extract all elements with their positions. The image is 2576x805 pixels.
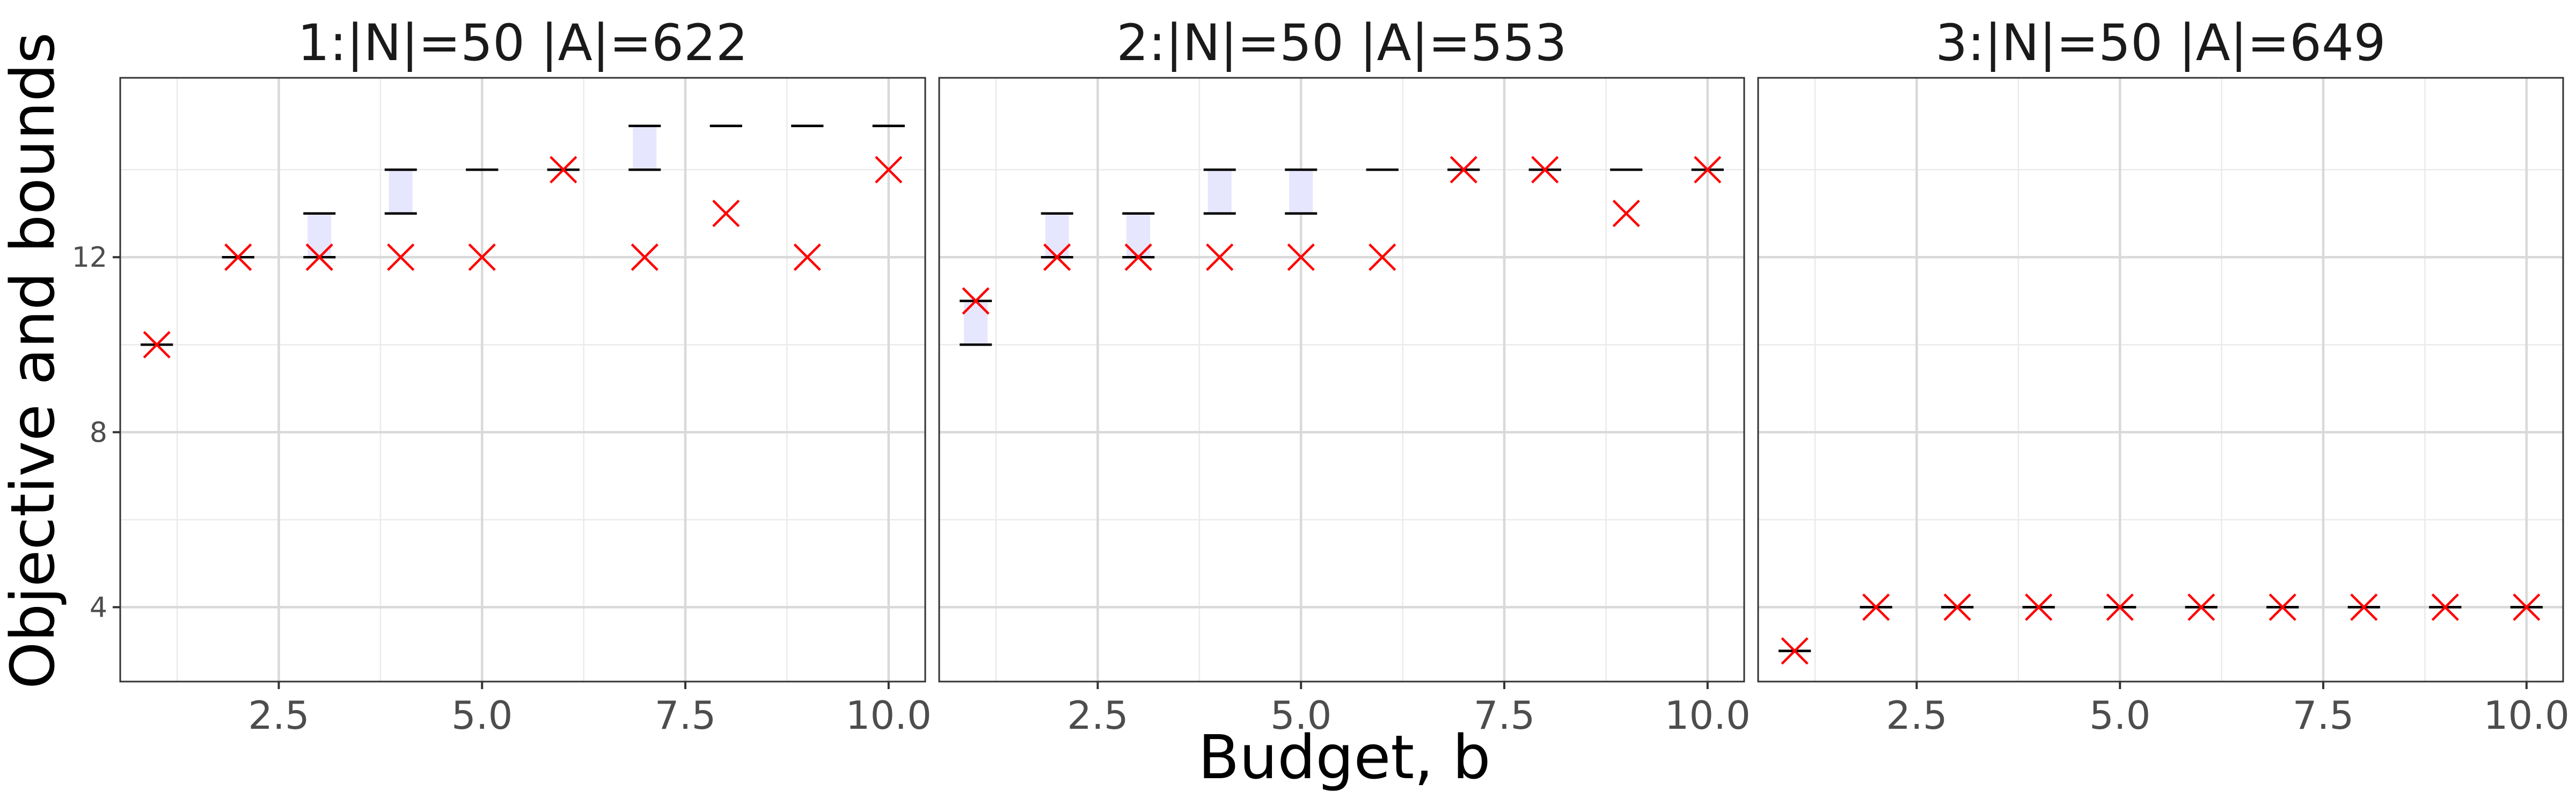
objective-point — [793, 243, 821, 271]
objective-point — [2350, 593, 2378, 621]
x-axis-title: Budget, b — [1198, 723, 1490, 793]
objective-point — [468, 243, 496, 271]
objective-point — [305, 243, 333, 271]
panel-2: 2:|N|=50 |A|=553 2.5 5.0 7.5 10.0 — [938, 14, 1751, 738]
x-tick-label: 7.5 — [2293, 693, 2354, 738]
panel-1: 1:|N|=50 |A|=622 2.5 5.0 7.5 10.0 4 8 12 — [72, 14, 932, 738]
objective-point — [2431, 593, 2459, 621]
panel-background — [939, 78, 1744, 682]
x-tick-label: 10.0 — [1665, 693, 1751, 738]
panel-background — [120, 78, 925, 682]
objective-point — [2187, 593, 2215, 621]
panel-title: 2:|N|=50 |A|=553 — [1116, 14, 1567, 72]
panels-group: 1:|N|=50 |A|=622 2.5 5.0 7.5 10.0 4 8 12 2:|N|=5… — [72, 14, 2570, 738]
objective-point — [1124, 243, 1152, 271]
objective-point — [1206, 243, 1234, 271]
x-tick-label: 7.5 — [655, 693, 716, 738]
panel-border — [1757, 77, 2564, 683]
bound-gap-band — [1289, 170, 1313, 214]
objective-point — [2025, 593, 2053, 621]
objective-point — [224, 243, 252, 271]
objective-point — [2513, 593, 2541, 621]
objective-point — [550, 156, 577, 184]
x-tick-label: 2.5 — [1886, 693, 1948, 738]
objective-point — [1450, 156, 1477, 184]
objective-point — [631, 243, 658, 271]
x-tick-label: 5.0 — [1270, 693, 1332, 738]
objective-point — [962, 287, 990, 315]
objective-point — [1862, 593, 1890, 621]
objective-point — [1043, 243, 1071, 271]
objective-point — [2106, 593, 2134, 621]
x-tick-label: 10.0 — [846, 693, 932, 738]
objective-point — [1781, 637, 1809, 665]
panel-border — [119, 77, 926, 683]
objective-point — [712, 200, 740, 228]
y-tick-label: 8 — [90, 416, 107, 449]
objective-point — [875, 156, 903, 184]
objective-point — [1612, 200, 1640, 228]
x-tick-label: 2.5 — [248, 693, 310, 738]
y-tick-label: 12 — [72, 241, 107, 274]
objective-point — [1694, 156, 1722, 184]
bound-gap-band — [389, 170, 413, 214]
x-tick-label: 5.0 — [2089, 693, 2151, 738]
bound-gap-band — [1208, 170, 1232, 214]
objective-point — [143, 331, 171, 358]
bound-gap-band — [633, 126, 657, 170]
panel-title: 1:|N|=50 |A|=622 — [297, 14, 748, 72]
objective-point — [1531, 156, 1559, 184]
panel-background — [1758, 78, 2563, 682]
y-tick-label: 4 — [90, 591, 107, 624]
x-tick-label: 7.5 — [1474, 693, 1535, 738]
x-tick-label: 5.0 — [451, 693, 513, 738]
panel-border — [938, 77, 1745, 683]
objective-point — [1368, 243, 1396, 271]
objective-point — [387, 243, 415, 271]
objective-point — [2268, 593, 2296, 621]
x-tick-label: 10.0 — [2484, 693, 2570, 738]
panel-3: 3:|N|=50 |A|=649 2.5 5.0 7.5 10.0 — [1757, 14, 2570, 738]
objective-point — [1943, 593, 1971, 621]
panel-title: 3:|N|=50 |A|=649 — [1935, 14, 2385, 72]
x-tick-label: 2.5 — [1067, 693, 1129, 738]
objective-point — [1287, 243, 1315, 271]
y-axis-title: Objective and bounds — [0, 32, 68, 689]
